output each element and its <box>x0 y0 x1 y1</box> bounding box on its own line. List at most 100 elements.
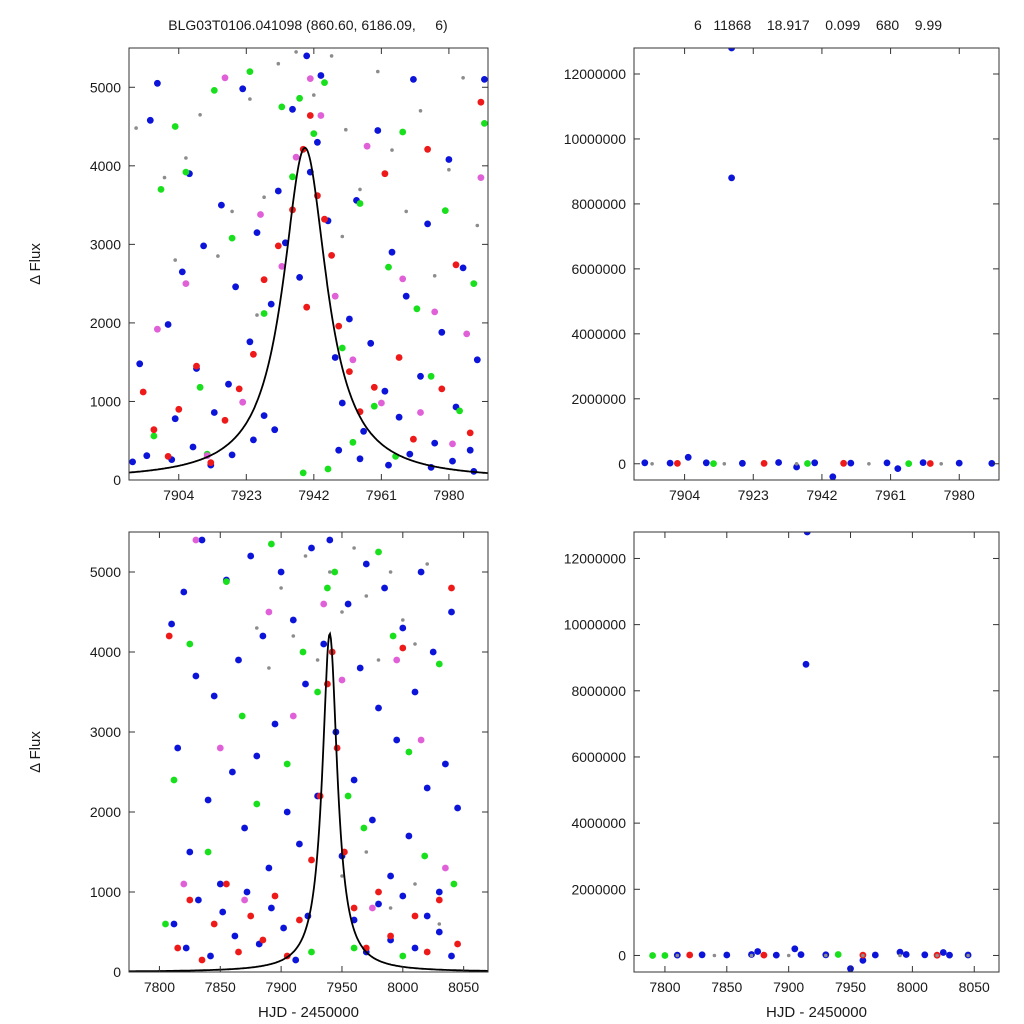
data-point-blue <box>435 928 443 936</box>
data-point-grey <box>966 953 970 958</box>
data-point-green <box>210 87 218 94</box>
data-point-blue <box>871 951 879 959</box>
panel-top_left: 7904 7923 7942 7961 7980 0 1000 2000 3000 4000 500… <box>27 47 489 503</box>
data-point-blue <box>754 948 762 955</box>
x-axis-label: HJD - 2450000 <box>766 1004 867 1021</box>
data-point-red <box>150 426 158 434</box>
data-point-grey <box>418 109 423 113</box>
data-point-grey <box>173 258 177 262</box>
data-point-blue <box>317 72 325 79</box>
data-point-blue <box>143 452 151 460</box>
data-point-grey <box>388 570 393 574</box>
data-point-blue <box>723 951 731 959</box>
data-point-green <box>450 880 458 888</box>
data-point-green <box>253 800 261 808</box>
x-tick-label: 8000 <box>897 979 928 995</box>
data-point-red <box>926 460 934 467</box>
x-tick-label: 8050 <box>448 979 479 995</box>
data-point-magenta <box>320 600 328 608</box>
data-point-blue <box>219 908 227 916</box>
y-axis-label: Δ Flux <box>27 731 44 773</box>
data-point-magenta <box>289 712 297 720</box>
data-point-blue <box>423 784 431 792</box>
data-point-red <box>303 303 311 311</box>
data-point-blue <box>385 461 392 469</box>
data-point-blue <box>445 156 453 163</box>
data-point-blue <box>174 744 182 752</box>
data-point-blue <box>216 880 224 888</box>
data-point-blue <box>793 463 800 471</box>
data-point-blue <box>170 920 178 928</box>
y-tick-label: 8000000 <box>571 196 626 212</box>
y-tick-label: 10000000 <box>564 131 627 147</box>
data-point-magenta <box>278 263 286 270</box>
data-point-blue <box>289 616 297 624</box>
y-tick-label: 2000 <box>90 804 121 820</box>
data-point-blue <box>283 808 291 816</box>
data-point-blue <box>362 560 370 568</box>
y-tick-label: 0 <box>618 947 626 963</box>
data-point-blue <box>180 588 188 596</box>
data-point-blue <box>405 832 413 840</box>
data-point-blue <box>192 672 200 680</box>
data-point-blue <box>442 760 449 768</box>
data-point-grey <box>475 223 480 228</box>
y-tick-label: 4000000 <box>571 326 626 342</box>
data-point-blue <box>338 399 346 407</box>
axes-frame <box>128 531 489 973</box>
data-point-red <box>438 385 446 393</box>
x-axis-label: HJD - 2450000 <box>258 1004 359 1021</box>
data-point-blue <box>698 951 706 959</box>
data-point-green <box>834 951 842 958</box>
data-point-grey <box>447 167 451 172</box>
data-point-red <box>387 932 394 940</box>
data-point-blue <box>178 268 186 276</box>
data-point-red <box>411 912 419 920</box>
data-point-blue <box>406 450 414 458</box>
data-point-green <box>324 584 331 592</box>
data-point-blue <box>811 459 819 467</box>
data-point-grey <box>279 586 283 590</box>
data-point-magenta <box>216 744 224 752</box>
y-tick-label: 4000000 <box>571 815 626 831</box>
data-point-grey <box>712 953 717 958</box>
data-point-magenta <box>378 399 385 407</box>
data-point-green <box>228 234 236 242</box>
data-point-red <box>186 896 194 904</box>
data-point-blue <box>267 300 275 308</box>
data-point-grey <box>404 209 409 214</box>
data-point-blue <box>320 640 328 648</box>
data-point-blue <box>253 229 261 237</box>
data-point-green <box>283 760 291 768</box>
title-right: 6 11868 18.917 0.099 680 9.99 <box>694 17 942 33</box>
data-point-blue <box>829 473 837 480</box>
data-point-magenta <box>265 608 273 616</box>
data-point-grey <box>749 953 754 958</box>
data-point-green <box>324 465 332 473</box>
data-point-blue <box>435 888 443 896</box>
data-point-red <box>165 632 173 640</box>
data-point-green <box>238 712 246 720</box>
x-tick-label: 7961 <box>875 487 906 503</box>
data-point-green <box>223 578 230 585</box>
x-tick-label: 7950 <box>835 979 866 995</box>
y-tick-label: 5000 <box>90 79 121 95</box>
data-point-grey <box>276 61 281 66</box>
data-point-green <box>157 186 165 193</box>
data-point-magenta <box>221 74 229 82</box>
data-point-blue <box>802 660 810 668</box>
data-point-blue <box>277 568 285 576</box>
data-point-grey <box>134 126 138 130</box>
data-point-red <box>207 459 215 467</box>
data-point-blue <box>381 387 389 395</box>
data-point-blue <box>946 951 953 959</box>
data-point-blue <box>375 900 382 908</box>
data-point-grey <box>413 882 417 886</box>
data-point-blue <box>207 952 214 960</box>
data-point-grey <box>216 254 220 258</box>
data-point-blue <box>448 608 455 616</box>
data-point-blue <box>424 220 431 228</box>
x-tick-label: 7904 <box>163 487 194 503</box>
data-point-blue <box>146 116 154 124</box>
data-point-green <box>338 344 346 352</box>
